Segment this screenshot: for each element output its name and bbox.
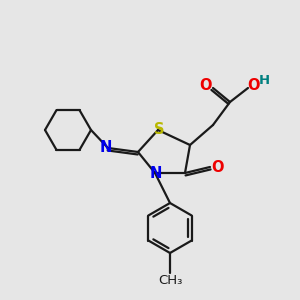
Text: CH₃: CH₃: [158, 274, 182, 286]
Text: N: N: [100, 140, 112, 154]
Text: O: O: [248, 79, 260, 94]
Text: O: O: [211, 160, 223, 175]
Text: H: H: [258, 74, 270, 86]
Text: S: S: [154, 122, 164, 136]
Text: N: N: [150, 167, 162, 182]
Text: O: O: [199, 79, 211, 94]
